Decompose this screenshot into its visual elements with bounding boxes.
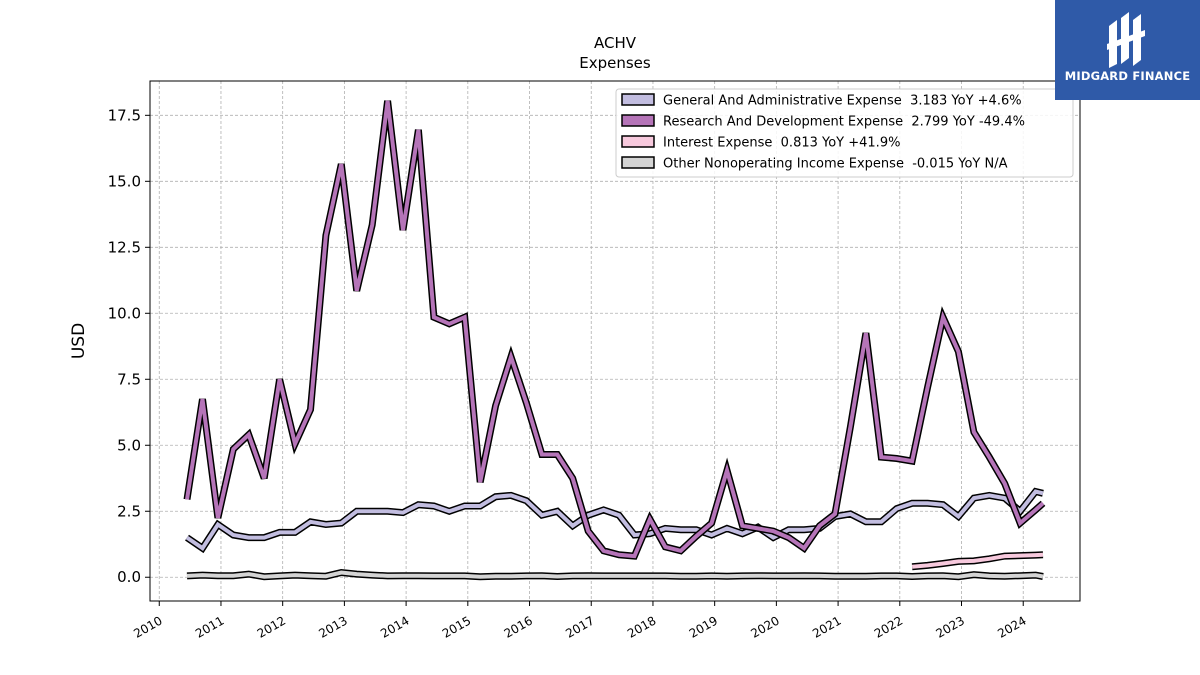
x-tick-label: 2017 (563, 613, 596, 640)
legend-swatch-interest-expense (621, 135, 655, 148)
y-tick-label: 0.0 (117, 568, 141, 586)
legend-label-other-nonoperating: Other Nonoperating Income Expense -0.015… (663, 157, 1008, 172)
series-line-interest-expense (911, 552, 1044, 569)
x-tick-label: 2024 (995, 613, 1028, 640)
legend-swatch-other-nonoperating (621, 156, 655, 169)
legend-frame (615, 88, 1074, 178)
legend-swatch-general-admin (621, 93, 655, 106)
x-tick-label: 2014 (378, 613, 411, 640)
y-axis-label: USD (69, 323, 89, 359)
legend-label-interest-expense: Interest Expense 0.813 YoY +41.9% (663, 136, 900, 151)
y-tick-label: 5.0 (117, 436, 141, 454)
legend-swatch-research-development (621, 114, 655, 127)
x-tick-label: 2022 (872, 613, 905, 640)
y-tick-label: 10.0 (108, 304, 141, 322)
series-line-research-and-development-expense (185, 100, 1045, 559)
x-tick-label: 2010 (131, 613, 164, 640)
chart-subtitle: Expenses (579, 54, 651, 72)
midgard-logo-icon (1107, 12, 1145, 68)
x-tick-label: 2015 (440, 613, 473, 640)
y-tick-label: 12.5 (108, 238, 141, 256)
brand-name: MIDGARD FINANCE (1064, 69, 1191, 83)
x-tick-label: 2016 (502, 613, 535, 640)
legend-label-general-admin: General And Administrative Expense 3.183… (663, 94, 1022, 109)
x-tick-label: 2012 (255, 613, 288, 640)
x-tick-label: 2011 (193, 613, 226, 640)
plot-frame (149, 80, 1081, 602)
legend-label-research-development: Research And Development Expense 2.799 Y… (663, 115, 1025, 130)
y-tick-label: 17.5 (108, 106, 141, 124)
x-tick-label: 2021 (810, 613, 843, 640)
series-line-general-and-administrative-expense (185, 489, 1044, 552)
x-axis: 2010 2011 2012 2013 2014 2015 2016 2017 2018 2019… (131, 601, 1029, 641)
x-tick-label: 2020 (748, 613, 781, 640)
y-tick-label: 15.0 (108, 172, 141, 190)
brand-logo: MIDGARD FINANCE (1055, 0, 1200, 100)
series-outline-general-and-administrative-expense (185, 487, 1044, 554)
y-tick-label: 2.5 (117, 502, 141, 520)
x-tick-label: 2018 (625, 613, 658, 640)
y-axis: 0.0 2.5 5.0 7.5 10.0 12.5 15.0 17.5 (108, 106, 150, 586)
y-tick-label: 7.5 (117, 370, 141, 388)
series-group (183, 100, 1046, 581)
legend: General And Administrative Expense 3.183… (615, 88, 1074, 178)
series-line-other-nonoperating-income-expense (186, 570, 1044, 579)
x-tick-label: 2013 (316, 613, 349, 640)
x-tick-label: 2023 (934, 613, 967, 640)
x-tick-label: 2019 (687, 613, 720, 640)
chart-title: ACHV (594, 34, 637, 52)
